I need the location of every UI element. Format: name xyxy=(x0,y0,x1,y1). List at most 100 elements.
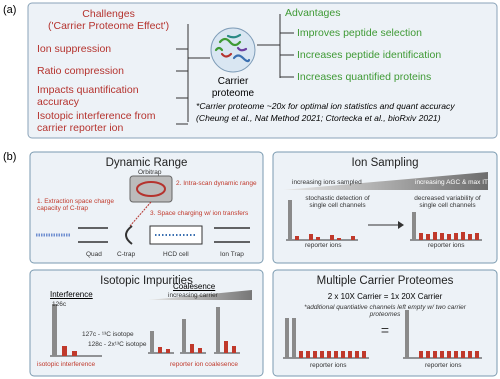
bar xyxy=(62,346,67,356)
bar xyxy=(433,351,437,358)
bar xyxy=(295,236,299,240)
label: 127c - ¹³C isotope xyxy=(82,331,134,338)
bar xyxy=(330,235,334,240)
arrow-head xyxy=(398,221,404,229)
advantages-title: Advantages xyxy=(285,7,341,19)
advantage: Improves peptide selection xyxy=(297,27,422,39)
panel-label: (a) xyxy=(3,4,17,16)
challenge: Ratio compression xyxy=(37,65,124,77)
challenges-title: Challenges ('Carrier Proteome Effect') xyxy=(48,8,169,32)
bar xyxy=(362,351,366,358)
bar xyxy=(285,318,289,358)
bar xyxy=(299,351,303,358)
bar xyxy=(351,236,355,240)
advantage: Increases peptide identification xyxy=(297,49,442,61)
bar xyxy=(475,233,479,240)
bar xyxy=(440,351,444,358)
bar xyxy=(468,234,472,240)
axis-label: reporter ions xyxy=(310,362,347,369)
label: Ion Trap xyxy=(220,251,244,258)
bar xyxy=(316,237,320,240)
bar xyxy=(327,351,331,358)
illustrative-bars xyxy=(50,200,482,359)
bar xyxy=(198,348,202,353)
challenge: Isotopic interference from carrier repor… xyxy=(37,110,156,135)
annotation: 3. Space charging w/ ion transfers xyxy=(150,210,249,217)
label: stochastic detection of single cell chan… xyxy=(305,195,370,210)
bar xyxy=(426,234,430,240)
box-title: Dynamic Range xyxy=(105,157,188,169)
box-title: Isotopic Impurities xyxy=(100,275,193,287)
bar xyxy=(72,351,77,356)
instrument xyxy=(36,175,250,245)
bar xyxy=(454,351,458,358)
gradient xyxy=(283,172,488,190)
bar xyxy=(337,238,341,240)
bar xyxy=(454,233,458,240)
carrier-icon xyxy=(210,27,256,73)
bar xyxy=(412,212,416,240)
label: 128c - 2x¹³C isotope xyxy=(88,341,147,348)
challenge: Impacts quantification accuracy xyxy=(37,84,139,109)
subtitle: Interference xyxy=(50,290,93,299)
box-title: Ion Sampling xyxy=(351,157,419,169)
label: increasing ions sampled xyxy=(292,179,362,186)
bar xyxy=(468,351,472,358)
axis-label: reporter ions xyxy=(305,242,342,249)
title-line: ('Carrier Proteome Effect') xyxy=(48,20,170,33)
subtitle: Coalesence xyxy=(173,282,216,291)
bar xyxy=(306,351,310,358)
bar xyxy=(461,351,465,358)
label: C-trap xyxy=(117,251,136,258)
label: 126c xyxy=(52,301,67,308)
axis-label: reporter ions xyxy=(425,362,462,369)
bar xyxy=(158,347,162,353)
bar xyxy=(419,233,423,240)
label: HCD cell xyxy=(163,251,189,258)
footnote: (Cheung et al., Nat Method 2021; Ctortec… xyxy=(196,113,441,123)
label: decreased variability of single cell cha… xyxy=(414,195,481,210)
panel-label: (b) xyxy=(3,151,17,163)
note: *additional quantiative channels left em… xyxy=(304,304,466,319)
annotation: reporter ion coalesence xyxy=(170,361,238,368)
bar xyxy=(355,351,359,358)
equals-sign: = xyxy=(381,322,389,338)
title-line: Challenges xyxy=(82,8,135,20)
bar xyxy=(447,234,451,240)
bar xyxy=(475,351,479,358)
bar xyxy=(405,310,409,358)
annotation: 1. Extraction space charge capacity of C… xyxy=(37,198,114,213)
bar xyxy=(232,346,236,353)
axis-label: reporter ions xyxy=(428,242,465,249)
bar xyxy=(419,351,423,358)
label: Orbitrap xyxy=(138,169,162,176)
bar xyxy=(190,344,194,353)
bar xyxy=(426,351,430,358)
bar xyxy=(461,232,465,240)
bar xyxy=(150,331,154,353)
bar xyxy=(182,319,186,353)
bar xyxy=(433,232,437,240)
bar xyxy=(292,318,296,358)
label: Quad xyxy=(86,251,102,258)
bar xyxy=(224,341,228,353)
bracket-ticks xyxy=(176,32,294,125)
center-label: Carrier proteome xyxy=(211,76,255,99)
bar xyxy=(216,307,220,353)
challenge: Ion suppression xyxy=(37,43,112,55)
bar xyxy=(52,304,57,356)
gradient xyxy=(148,290,252,300)
box-title: Multiple Carrier Proteomes xyxy=(316,275,454,287)
bar xyxy=(166,349,170,353)
label: increasing carrier xyxy=(168,292,218,299)
bar xyxy=(447,351,451,358)
footnote: *Carrier proteome ~20x for optimal ion s… xyxy=(196,101,455,111)
bar xyxy=(334,351,338,358)
bar xyxy=(440,233,444,240)
equation: 2 x 10X Carrier = 1x 20X Carrier xyxy=(327,292,443,301)
bar xyxy=(348,351,352,358)
label: increasing AGC & max IT xyxy=(415,179,488,186)
bar xyxy=(313,351,317,358)
